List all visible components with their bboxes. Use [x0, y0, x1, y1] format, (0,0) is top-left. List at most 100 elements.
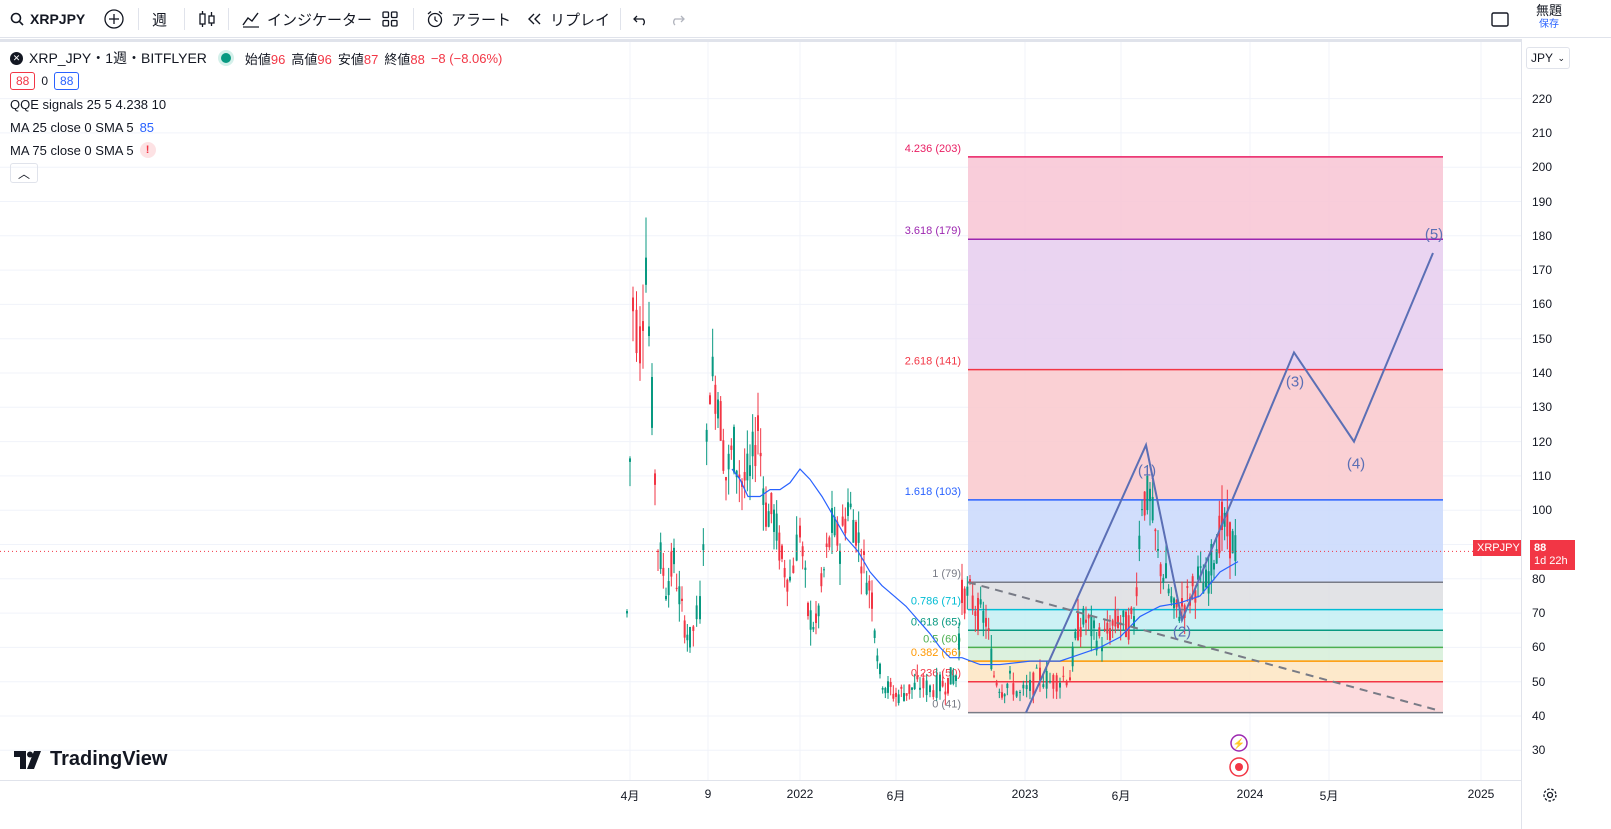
candle-body: [1162, 577, 1165, 583]
tv-logo-icon: [14, 750, 41, 769]
candle-body: [833, 516, 836, 536]
time-tick: 6月: [886, 789, 906, 803]
wave-label: (5): [1425, 226, 1443, 243]
ask-box[interactable]: 88: [54, 72, 80, 90]
fib-label: 1 (79): [932, 568, 961, 580]
candle-body: [839, 550, 841, 564]
candle-body: [1165, 563, 1167, 579]
candle-body: [831, 508, 833, 533]
candle-body: [852, 519, 855, 543]
candle-body: [639, 326, 641, 364]
candle-body: [881, 688, 884, 690]
candle-body: [913, 682, 916, 690]
candle-body: [689, 626, 691, 648]
fib-label: 1.618 (103): [905, 486, 961, 498]
undo-button[interactable]: [632, 0, 650, 38]
ohlc-value: 96: [270, 51, 286, 67]
wave-label: (4): [1347, 456, 1365, 473]
candle-body: [1226, 511, 1229, 537]
time-tick: 6月: [1111, 789, 1131, 803]
candle-body: [857, 532, 860, 543]
collapse-legend-button[interactable]: ︿: [10, 163, 38, 183]
candle-body: [971, 595, 974, 609]
indicator-row-qqe[interactable]: QQE signals 25 5 4.238 10: [10, 94, 502, 114]
replay-button[interactable]: リプレイ: [526, 0, 610, 38]
undo-icon: [633, 15, 645, 26]
candle-body: [645, 257, 647, 285]
lightning-icon: ⚡: [1233, 737, 1245, 750]
candle-body: [1103, 628, 1106, 630]
candle-body: [1210, 543, 1213, 576]
candle-body: [817, 605, 820, 617]
candle-body: [836, 521, 839, 546]
candle-body: [1143, 491, 1146, 516]
price-tick: 140: [1532, 366, 1553, 380]
replay-label: リプレイ: [550, 11, 611, 29]
candle-body: [932, 690, 935, 697]
alert-button[interactable]: アラート: [425, 0, 511, 38]
fib-label: 0.786 (71): [911, 596, 961, 608]
chart-pane[interactable]: 4.236 (203) 3.618 (179) 2.618 (141) 1.618 (…: [0, 39, 1568, 829]
candle-body: [1146, 475, 1149, 511]
candle-body: [995, 682, 998, 686]
candle-body: [765, 502, 767, 527]
compare-button[interactable]: [103, 0, 125, 38]
templates-button[interactable]: [380, 0, 400, 38]
candle-body: [1106, 622, 1109, 634]
candle-body: [1215, 549, 1218, 564]
candle-body: [1012, 683, 1015, 695]
candle-body: [743, 472, 746, 481]
market-status-icon[interactable]: [220, 53, 231, 63]
save-layout-button[interactable]: 無題 保存: [1536, 4, 1562, 32]
candle-body: [678, 586, 681, 605]
fullscreen-button[interactable]: [1490, 0, 1510, 38]
candle-body: [812, 627, 815, 630]
candle-body: [903, 693, 905, 701]
candle-body: [847, 502, 849, 516]
indicator-row-ma75[interactable]: MA 75 close 0 SMA 5 !: [10, 140, 502, 160]
symbol-title[interactable]: XRP_JPY・1週・BITFLYER: [29, 50, 207, 66]
candle-body: [966, 586, 969, 596]
gear-icon: [1543, 788, 1557, 802]
candle-body: [1049, 680, 1051, 683]
chart-canvas[interactable]: 4.236 (203) 3.618 (179) 2.618 (141) 1.618 (…: [0, 42, 1521, 783]
candle-body: [667, 581, 670, 596]
candle-body: [783, 567, 786, 578]
settings-button[interactable]: [1542, 787, 1558, 808]
candle-body: [1042, 684, 1045, 688]
candle-body: [1109, 628, 1111, 641]
candle-body: [1059, 682, 1061, 688]
fib-zone: [968, 630, 1443, 648]
bid-box[interactable]: 88: [10, 72, 36, 90]
tradingview-logo[interactable]: TradingView: [14, 748, 167, 771]
warning-icon[interactable]: !: [139, 142, 156, 158]
candle-body: [1178, 616, 1181, 621]
chart-type-button[interactable]: [197, 0, 217, 38]
candle-body: [892, 693, 895, 699]
time-tick: 2024: [1236, 787, 1264, 801]
candle-body: [695, 605, 698, 620]
change-value: −8 (−8.06%): [430, 50, 503, 66]
candle-body: [807, 602, 809, 617]
candle-body: [686, 634, 689, 641]
symbol-search-button[interactable]: XRPJPY: [10, 0, 85, 38]
price-axis[interactable]: JPY ⌄ 220 210 200 190 180 170 160 150 140 130 120 11…: [1521, 39, 1611, 829]
candle-body: [1093, 620, 1095, 629]
candle-body: [692, 626, 695, 631]
indicators-button[interactable]: インジケーター: [241, 0, 372, 38]
time-axis[interactable]: 4月 9 2022 6月 2023 6月 2024 5月 2025: [0, 780, 1521, 829]
candle-body: [868, 580, 871, 591]
candle-body: [820, 573, 823, 587]
ohlc-item: 安値87: [338, 49, 378, 68]
candle-body: [879, 663, 881, 675]
candle-body: [1133, 616, 1135, 627]
candle-body: [952, 675, 955, 684]
fib-label: 3.618 (179): [905, 225, 961, 237]
indicator-row-ma25[interactable]: MA 25 close 0 SMA 5 85: [10, 117, 502, 137]
interval-button[interactable]: 週: [152, 0, 167, 38]
candle-body: [725, 477, 727, 481]
candle-body: [1029, 679, 1031, 691]
price-tick: 150: [1532, 331, 1553, 346]
redo-button[interactable]: [668, 0, 686, 38]
currency-select[interactable]: JPY ⌄: [1526, 47, 1570, 69]
